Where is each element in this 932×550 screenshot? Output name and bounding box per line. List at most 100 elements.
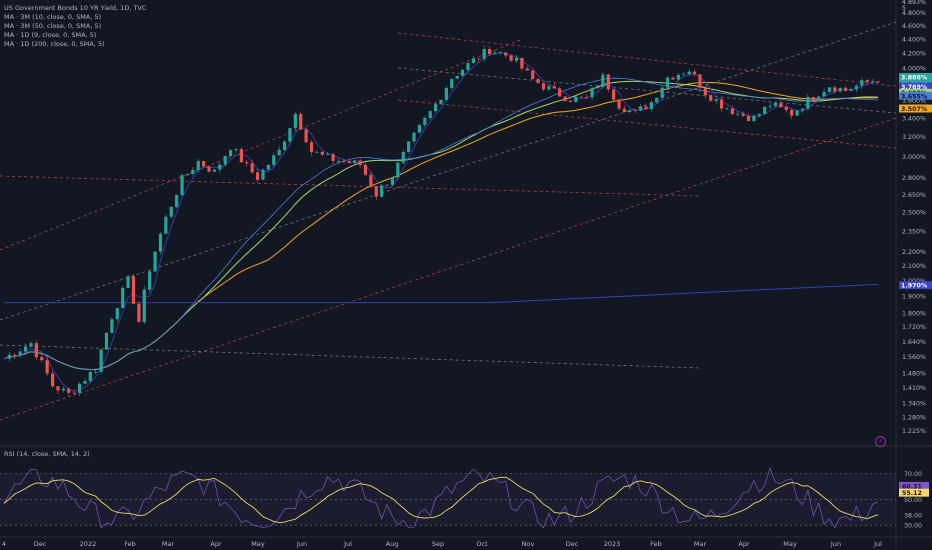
y-tick-label: 3.000% [902,154,926,161]
candle-body [380,185,384,197]
candle-body [768,106,772,108]
candle-body [266,164,270,170]
candle-body [568,100,573,102]
y-tick-label: 1.340% [902,401,926,408]
candle-body [757,113,761,116]
candle-body [590,88,594,98]
candle-body [326,154,330,155]
price-label: 1.970% [901,283,928,290]
y-tick-label: 1.900% [902,294,926,301]
y-tick-label: 1.280% [902,415,926,422]
candle-body [164,216,168,234]
candle-body [865,80,869,83]
candle-body [450,78,454,88]
y-tick-label-top: 5 [902,5,906,12]
candle-body [245,162,249,164]
x-tick-label: Mar [162,540,175,548]
candle-body [423,117,427,125]
y-tick-label: 2.650% [902,192,926,199]
candle-body [88,372,92,382]
candle-body [790,109,794,116]
candle-body [304,129,308,143]
candle-body [606,74,610,90]
candle-body [838,87,842,92]
candle-body [725,108,729,110]
x-tick-label: Aug [386,540,399,548]
candle-body [99,349,103,372]
y-tick-label: 1.480% [902,370,926,377]
candle-body [871,81,875,83]
candle-body [622,108,627,113]
candle-body [13,354,17,356]
price-label: 3.655% [901,93,928,100]
candle-body [617,99,621,109]
candle-body [844,87,848,91]
x-tick-label: 2023 [604,540,621,548]
candle-body [153,251,157,272]
ma-legend-2: MA · 3M (50, close, 0, SMA, 5) [4,22,102,30]
y-tick-label: 1.410% [902,385,926,392]
candle-body [525,68,529,71]
x-tick-label: Apr [738,540,750,548]
candle-body [714,99,718,101]
candle-body [541,83,546,90]
rsi-line [3,467,879,529]
candle-body [185,173,190,176]
y-tick-label: 2.200% [902,249,926,256]
candle-body [288,128,292,142]
candle-body [104,332,109,350]
trend-line-7 [0,39,521,251]
candle-body [563,96,567,101]
candle-body [585,96,589,98]
y-tick-label: 4.600% [902,23,926,30]
candle-body [612,89,616,100]
candle-body [784,107,788,110]
candle-body [212,169,217,172]
candle-body [315,151,319,153]
rsi-label-bg [899,481,929,490]
candle-body [779,102,783,108]
y-tick-label: 3.400% [902,115,926,122]
candle-body [293,113,297,129]
x-tick-label: Nov [522,540,535,548]
candle-body [455,75,459,79]
x-tick-label: Jul [343,540,352,548]
candle-body [676,74,680,80]
ma-legend-3: MA · 1D (9, close, 0, SMA, 5) [4,31,97,39]
candle-body [61,388,65,391]
candle-body [196,161,200,170]
candle-body [520,58,524,69]
rsi-legend: RSI (14, close, SMA, 14, 2) [4,450,90,458]
candle-body [396,162,400,178]
ma-line-cyan [3,77,879,371]
x-tick-label: Jul [873,540,882,548]
candle-body [180,175,184,196]
candle-body [730,108,734,115]
x-tick-label: Sep [432,540,444,548]
candle-body [665,77,670,88]
candle-body [148,271,152,290]
candle-body [487,49,492,55]
candle-body [482,49,486,60]
candle-body [72,392,76,394]
candle-body [493,52,497,55]
candle-body [18,351,22,356]
candle-body [655,97,659,103]
candle-body [649,102,654,110]
ma-legend-4: MA · 1D (200, close, 0, SMA, 5) [4,40,105,48]
candle-body [261,169,265,180]
candle-body [719,99,724,109]
candle-body [363,165,368,175]
x-tick-label: May [783,540,797,548]
candle-body [498,52,502,54]
price-label-bg [899,104,932,113]
candle-body [358,160,362,166]
y-tick-label: 4.800% [902,10,926,17]
y-tick-label: 4.000% [902,66,926,73]
alert-icon[interactable]: ⚡ [875,436,886,447]
candle-body [698,74,702,88]
candle-body [94,371,98,373]
rsi-value-label: 60.31 [902,483,922,490]
candle-body [175,195,179,207]
